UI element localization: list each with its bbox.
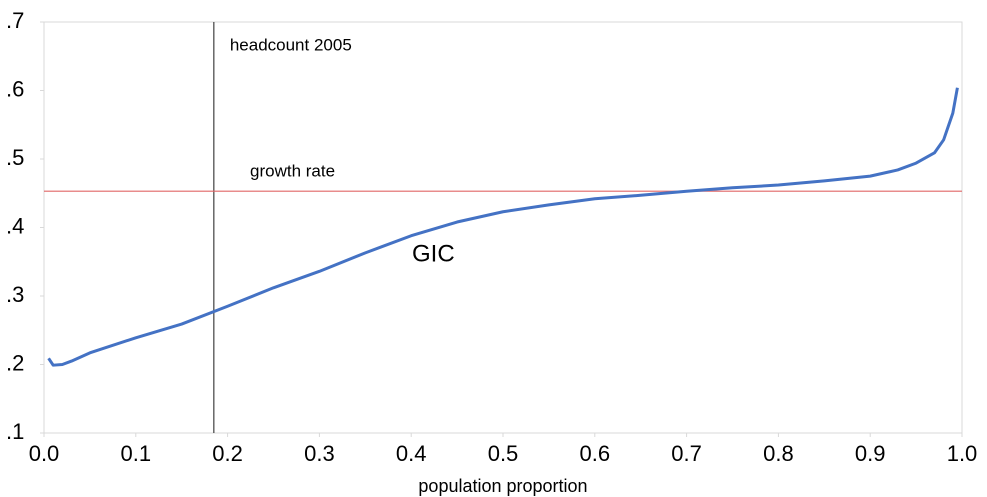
y-tick-label: .7 (6, 8, 24, 33)
y-tick-label: .4 (6, 213, 24, 238)
y-tick-label: .2 (6, 350, 24, 375)
plot-frame (43, 21, 963, 434)
x-tick-label: 0.4 (396, 441, 427, 466)
x-axis-label: population proportion (418, 476, 587, 496)
growth-rate-label: growth rate (250, 162, 335, 181)
x-tick-label: 0.9 (855, 441, 886, 466)
x-tick-label: 0.7 (671, 441, 702, 466)
x-tick-label: 0.2 (212, 441, 243, 466)
x-tick-label: 0.5 (488, 441, 519, 466)
x-tick-label: 0.1 (121, 441, 152, 466)
gic-line (47, 87, 959, 367)
x-tick-label: 1.0 (947, 441, 978, 466)
y-tick-label: .6 (6, 76, 24, 101)
x-tick-label: 0.8 (763, 441, 794, 466)
headcount-label: headcount 2005 (230, 35, 352, 54)
x-tick-label: 0.0 (29, 441, 60, 466)
x-tick-label: 0.3 (304, 441, 335, 466)
y-tick-label: .1 (6, 419, 24, 444)
x-tick-label: 0.6 (580, 441, 611, 466)
y-tick-label: .5 (6, 145, 24, 170)
y-tick-label: .3 (6, 282, 24, 307)
series-label: GIC (412, 240, 455, 267)
